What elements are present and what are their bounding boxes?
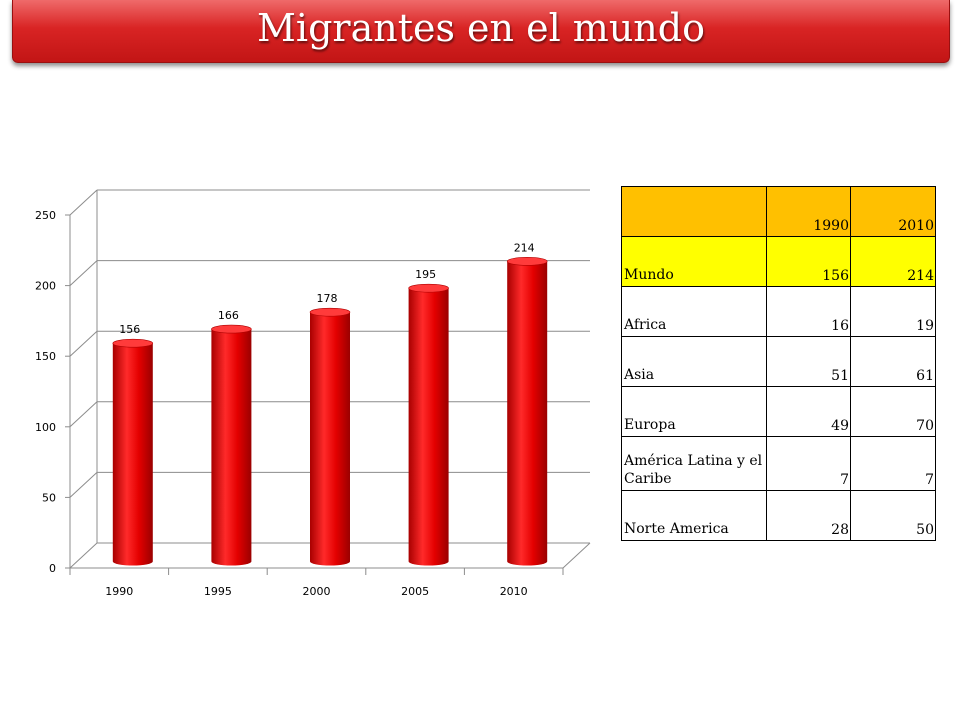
- bar-body: [310, 312, 350, 566]
- table-row: Mundo 156 214: [621, 236, 936, 287]
- chart-bars: [112, 257, 548, 566]
- data-label: 195: [415, 268, 436, 281]
- header-corner-cell: [621, 186, 767, 237]
- header-2010-cell: 2010: [850, 186, 936, 237]
- bar-top: [112, 338, 154, 348]
- value-1990-cell: 28: [766, 490, 851, 541]
- bar: [506, 257, 548, 566]
- migrants-table: 1990 2010 Mundo 156 214 Africa 16 19 Asi…: [621, 186, 936, 541]
- floor-right-edge: [562, 542, 591, 569]
- y-tick-label: 150: [35, 350, 56, 363]
- region-cell: Europa: [621, 386, 767, 437]
- header-1990-cell: 1990: [766, 186, 851, 237]
- bar-top: [309, 307, 351, 317]
- bar-top: [211, 324, 252, 334]
- value-1990-cell: 51: [766, 336, 851, 387]
- gridline-depth: [69, 189, 98, 216]
- region-cell: América Latina y el Caribe: [621, 436, 767, 491]
- bar: [309, 307, 351, 566]
- value-1990-cell: 16: [766, 286, 851, 337]
- data-labels: 156 166 178 195 214: [119, 241, 534, 336]
- value-2010-cell: 19: [850, 286, 936, 337]
- gridline-depth: [69, 472, 98, 498]
- value-2010-cell: 61: [850, 336, 936, 387]
- y-tick-label: 50: [42, 491, 56, 504]
- gridline-depth: [69, 401, 98, 428]
- table-row: Europa 49 70: [621, 386, 936, 437]
- x-tick-label: 1995: [204, 585, 232, 598]
- x-tick-label: 2010: [500, 585, 528, 598]
- table-row: Africa 16 19: [621, 286, 936, 337]
- value-2010-cell: 214: [850, 236, 936, 287]
- value-1990-cell: 156: [766, 236, 851, 287]
- bar-body: [112, 343, 153, 566]
- bar-top: [408, 283, 449, 293]
- x-tick-label: 2000: [303, 585, 331, 598]
- bar-body: [408, 288, 449, 566]
- value-2010-cell: 50: [850, 490, 936, 541]
- y-tick-label: 200: [35, 280, 56, 293]
- x-axis-tick-labels: 1990 1995 2000 2005 2010: [69, 568, 564, 598]
- bar: [211, 324, 252, 566]
- slide-title: Migrantes en el mundo: [257, 6, 705, 50]
- value-2010-cell: 70: [850, 386, 936, 437]
- y-axis-tick-labels: 0 50 100 150 200 250: [35, 209, 56, 575]
- bar-top: [506, 257, 548, 266]
- table-row: América Latina y el Caribe 7 7: [621, 436, 936, 491]
- data-label: 166: [218, 309, 239, 322]
- y-tick-label: 0: [49, 562, 56, 575]
- region-cell: Africa: [621, 286, 767, 337]
- x-tick-label: 1990: [105, 585, 133, 598]
- bar-body: [507, 261, 548, 566]
- data-label: 178: [317, 292, 338, 305]
- title-banner: Migrantes en el mundo: [12, 0, 950, 63]
- value-1990-cell: 7: [766, 436, 851, 491]
- table-row: Asia 51 61: [621, 336, 936, 387]
- value-2010-cell: 7: [850, 436, 936, 491]
- y-tick-label: 250: [35, 209, 56, 222]
- bar: [112, 338, 154, 566]
- table-header-row: 1990 2010: [621, 186, 936, 237]
- y-tick-label: 100: [35, 421, 56, 434]
- region-cell: Asia: [621, 336, 767, 387]
- region-cell: Norte America: [621, 490, 767, 541]
- bar: [408, 283, 449, 566]
- data-label: 156: [119, 323, 140, 336]
- region-cell: Mundo: [621, 236, 767, 287]
- value-1990-cell: 49: [766, 386, 851, 437]
- chart-frame: [69, 190, 591, 569]
- data-label: 214: [514, 241, 535, 254]
- gridline-depth: [69, 330, 98, 357]
- table-row: Norte America 28 50: [621, 490, 936, 541]
- gridline-depth: [69, 542, 98, 569]
- x-tick-label: 2005: [401, 585, 429, 598]
- gridline-depth: [69, 260, 98, 286]
- bar-body: [211, 329, 252, 566]
